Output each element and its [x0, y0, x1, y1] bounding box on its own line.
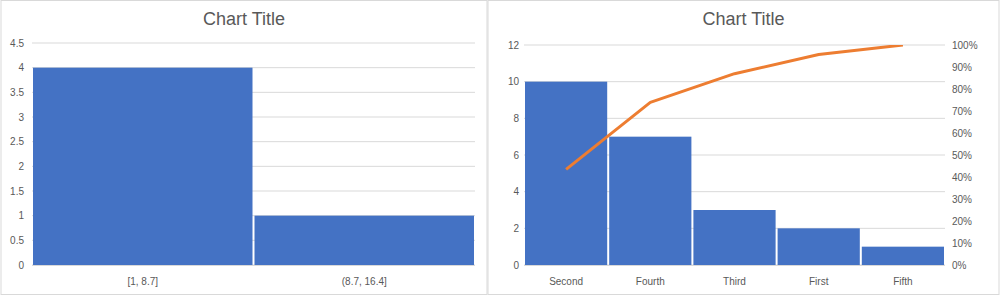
x-tick-label: [1, 8.7] [127, 276, 158, 287]
y-tick-label: 0.5 [10, 235, 24, 246]
y2-tick-label: 100% [952, 40, 978, 51]
y-tick-label: 2 [513, 223, 519, 234]
y2-tick [945, 177, 948, 178]
y2-tick [945, 45, 948, 46]
y-tick-label: 6 [513, 150, 519, 161]
bar [609, 137, 691, 265]
x-tick-label: Third [723, 276, 746, 287]
x-tick-label: Second [549, 276, 583, 287]
plot-area [525, 45, 944, 265]
bar [778, 228, 860, 265]
x-tick-label: Fifth [893, 276, 912, 287]
grid-line [524, 45, 945, 46]
x-axis-line [524, 265, 945, 266]
y2-tick [945, 67, 948, 68]
y-tick-label: 2 [18, 161, 24, 172]
chart-frame [488, 1, 999, 295]
chart-frame [1, 1, 487, 295]
y2-tick-label: 90% [952, 62, 972, 73]
y2-tick [945, 89, 948, 90]
y2-tick-label: 30% [952, 194, 972, 205]
y2-tick-label: 80% [952, 84, 972, 95]
y-tick-label: 4 [513, 186, 519, 197]
y-tick-label: 10 [508, 76, 520, 87]
chart-title: Chart Title [203, 9, 285, 29]
y-tick-label: 0 [18, 260, 24, 271]
bar [33, 68, 253, 265]
y2-tick-label: 40% [952, 172, 972, 183]
y2-tick [945, 111, 948, 112]
bar [693, 210, 775, 265]
chart-canvas: Chart Title 0 0.5 1 1.5 2 2.5 3 3.5 4 4.5 [1, 8.7] (… [0, 0, 1000, 295]
y2-tick [945, 265, 948, 266]
y2-tick-label: 50% [952, 150, 972, 161]
chart-0: Chart Title 0 0.5 1 1.5 2 2.5 3 3.5 4 4.5 [1, 8.7] (… [1, 1, 487, 295]
y2-tick-label: 20% [952, 216, 972, 227]
y-tick-label: 2.5 [10, 136, 24, 147]
y-tick-label: 8 [513, 113, 519, 124]
bar [862, 247, 944, 265]
y2-tick-label: 70% [952, 106, 972, 117]
y-tick-label: 3 [18, 112, 24, 123]
y-tick-label: 4 [18, 62, 24, 73]
y2-tick [945, 243, 948, 244]
chart-1: Chart Title 0 2 4 6 8 10 12 0% 10% 20% 30% 40% 50% 60%… [488, 1, 999, 295]
bar [525, 82, 607, 265]
y-tick-label: 12 [508, 40, 520, 51]
y-tick-label: 0 [513, 260, 519, 271]
y2-tick-label: 10% [952, 238, 972, 249]
x-tick-label: First [809, 276, 829, 287]
bar [255, 216, 475, 265]
x-tick-label: (8.7, 16.4] [342, 276, 387, 287]
y-tick-label: 4.5 [10, 38, 24, 49]
y2-tick [945, 155, 948, 156]
y2-tick-label: 60% [952, 128, 972, 139]
y2-tick-label: 0% [952, 260, 967, 271]
y-tick-label: 1.5 [10, 186, 24, 197]
line [566, 45, 903, 169]
x-axis-line [32, 265, 475, 266]
chart-title: Chart Title [702, 9, 784, 29]
y-tick-label: 3.5 [10, 87, 24, 98]
grid-line [32, 43, 475, 44]
plot-area [33, 68, 474, 265]
y2-tick [945, 221, 948, 222]
y-tick-label: 1 [18, 210, 24, 221]
y2-tick [945, 133, 948, 134]
x-tick-label: Fourth [636, 276, 665, 287]
y2-tick [945, 199, 948, 200]
